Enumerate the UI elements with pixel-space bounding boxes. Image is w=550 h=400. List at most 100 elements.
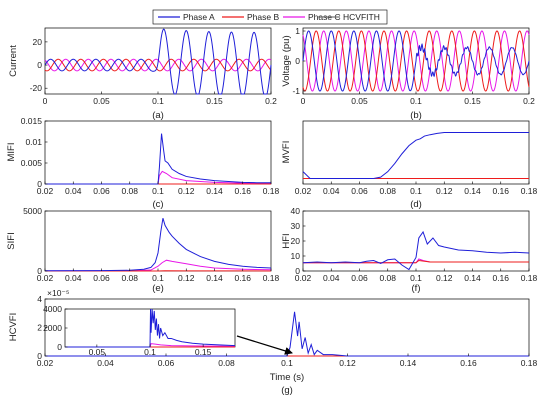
- legend-box: [152, 9, 388, 25]
- panel-b-ytick-label: 1: [295, 26, 300, 36]
- panel-c-plot: 0.02 0.04 0.06 0.08 0.1 0.12 0.14 0.16 0.18 0 0.00…: [21, 116, 280, 196]
- panel-d-caption: (d): [410, 199, 422, 210]
- panel-b-series-phase-a: [302, 30, 530, 92]
- panel-f-xtick-label: 0.1: [410, 273, 422, 283]
- panel-f-ytick-label: 20: [291, 236, 301, 246]
- panel-a-caption: (a): [152, 110, 164, 121]
- panel-b-xtick-label: 0.15: [464, 96, 481, 106]
- panel-e-ytick-label: 0: [37, 266, 42, 276]
- panel-g-xtick-label: 0.12: [339, 358, 356, 368]
- panel-f-series-phase-a: [302, 230, 530, 271]
- panel-c-ytick-label: 0.005: [21, 158, 43, 168]
- panel-g-series-phase-a: [45, 311, 529, 357]
- panel-e: 0.02 0.04 0.06 0.08 0.1 0.12 0.14 0.16 0.18 0 5000…: [6, 206, 280, 294]
- panel-d-xtick-label: 0.14: [464, 186, 481, 196]
- panel-d-series-phase-a: [302, 132, 529, 180]
- panel-g-inset-series-phase-a: [65, 308, 236, 348]
- panel-c-caption: (c): [152, 199, 163, 210]
- panel-a-xtick-label: 0.1: [152, 96, 164, 106]
- panel-b-xtick-label: 0: [301, 96, 306, 106]
- panel-d-xtick-label: 0.06: [351, 186, 368, 196]
- panel-e-ylabel: SIFI: [6, 232, 17, 249]
- panel-f-xtick-label: 0.06: [351, 273, 368, 283]
- panel-g-xtick-label: 0.1: [281, 358, 293, 368]
- panel-f-xtick-label: 0.16: [492, 273, 509, 283]
- panel-d-plot: 0.02 0.04 0.06 0.08 0.1 0.12 0.14 0.16 0.18: [295, 132, 538, 196]
- panel-a-ylabel: Current: [8, 45, 19, 77]
- panel-g-inset-ytick-label: 4000: [43, 304, 62, 314]
- panel-c-frame: [44, 120, 272, 185]
- panel-b-plot: 0 0.05 0.1 0.15 0.2-101: [292, 26, 535, 106]
- panel-d-xtick-label: 0.1: [410, 186, 422, 196]
- panel-f-xtick-label: 0.08: [379, 273, 396, 283]
- panel-c-xtick-label: 0.02: [37, 186, 54, 196]
- panel-e-xtick-label: 0.06: [93, 273, 110, 283]
- panel-a-xtick-label: 0.15: [206, 96, 223, 106]
- panel-f-xtick-label: 0.02: [295, 273, 312, 283]
- panel-g-inset-xtick-label: 0.15: [195, 347, 212, 357]
- panel-c: 0.02 0.04 0.06 0.08 0.1 0.12 0.14 0.16 0.18 0 0.00…: [6, 116, 280, 210]
- panel-e-series-phase-c: [44, 259, 272, 272]
- panel-a-xtick-label: 0: [43, 96, 48, 106]
- panel-c-xtick-label: 0.18: [263, 186, 280, 196]
- panel-c-series-phase-a: [45, 133, 271, 185]
- panel-g-inset: 0.05 0.1 0.15 0 2000 4000: [43, 304, 236, 357]
- panel-e-xtick-label: 0.08: [121, 273, 138, 283]
- panel-d-xtick-label: 0.16: [492, 186, 509, 196]
- panel-c-xtick-label: 0.06: [93, 186, 110, 196]
- panel-e-xtick-label: 0.14: [206, 273, 223, 283]
- panel-e-xtick-label: 0.16: [234, 273, 251, 283]
- panel-b-ylabel: Voltage (pu): [281, 35, 292, 86]
- panel-g-inset-ytick-label: 0: [57, 342, 62, 352]
- panel-g-xtick-label: 0.14: [400, 358, 417, 368]
- panel-a-xtick-label: 0.05: [93, 96, 110, 106]
- panel-b-xtick-label: 0.1: [410, 96, 422, 106]
- panel-f-ytick-label: 40: [291, 206, 301, 216]
- panel-d-xtick-label: 0.08: [379, 186, 396, 196]
- panel-d: 0.02 0.04 0.06 0.08 0.1 0.12 0.14 0.16 0.18 MVFI…: [281, 120, 538, 210]
- panel-d-xtick-label: 0.18: [521, 186, 538, 196]
- panel-g-ylabel: HCVFI: [8, 313, 19, 342]
- panel-b-ytick-label: -1: [292, 86, 300, 96]
- panel-b-ytick-label: 0: [295, 56, 300, 66]
- legend-label-phase-b: Phase B: [247, 12, 279, 22]
- panel-f-xtick-label: 0.12: [436, 273, 453, 283]
- panel-g-xlabel: Time (s): [270, 372, 304, 383]
- panel-a-ytick-label: -20: [30, 83, 43, 93]
- panel-c-ytick-label: 0: [37, 179, 42, 189]
- panel-e-plot: 0.02 0.04 0.06 0.08 0.1 0.12 0.14 0.16 0.18 0 5000: [23, 206, 279, 283]
- panel-a-ytick-label: 0: [37, 60, 42, 70]
- panel-g-exponent: ×10⁻⁵: [47, 288, 69, 298]
- panel-e-xtick-label: 0.18: [263, 273, 280, 283]
- panel-c-xtick-label: 0.14: [206, 186, 223, 196]
- panel-g-xtick-label: 0.08: [218, 358, 235, 368]
- panel-g-inset-xtick-label: 0.05: [89, 347, 106, 357]
- panel-g-plot: 0.02 0.04 0.06 0.08 0.1 0.12 0.14 0.16 0.18 0 2 4: [37, 294, 538, 368]
- panel-g-xtick-label: 0.06: [158, 358, 175, 368]
- panel-g-ytick-label: 0: [37, 351, 42, 361]
- panel-a-ytick-label: 20: [33, 37, 43, 47]
- panel-a-series-phase-b: [44, 58, 272, 72]
- legend-label-hcvfith: HCVFITH: [343, 12, 380, 22]
- panel-b: 0 0.05 0.1 0.15 0.2-101 Voltage (pu) (b): [281, 26, 535, 121]
- panel-d-xtick-label: 0.12: [436, 186, 453, 196]
- panel-f-xtick-label: 0.04: [323, 273, 340, 283]
- panel-c-ylabel: MIFI: [6, 143, 17, 162]
- panel-f-xtick-label: 0.14: [464, 273, 481, 283]
- panel-g-inset-ytick-label: 2000: [43, 323, 62, 333]
- panel-d-xtick-label: 0.02: [295, 186, 312, 196]
- panel-d-frame: [302, 120, 530, 185]
- panel-g-inset-xtick-label: 0.1: [144, 347, 156, 357]
- panel-e-series-phase-a: [44, 218, 272, 272]
- inset-plot: 0.05 0.1 0.15 0 2000 4000: [43, 304, 236, 357]
- panel-a-xtick-label: 0.2: [265, 96, 277, 106]
- panel-g-xtick-label: 0.04: [97, 358, 114, 368]
- panel-e-xtick-label: 0.12: [178, 273, 195, 283]
- panel-d-ylabel: MVFI: [281, 141, 292, 164]
- panel-e-ytick-label: 5000: [23, 206, 42, 216]
- panel-c-xtick-label: 0.12: [178, 186, 195, 196]
- panel-g-xtick-label: 0.16: [460, 358, 477, 368]
- panel-b-series-phase-c: [302, 30, 530, 92]
